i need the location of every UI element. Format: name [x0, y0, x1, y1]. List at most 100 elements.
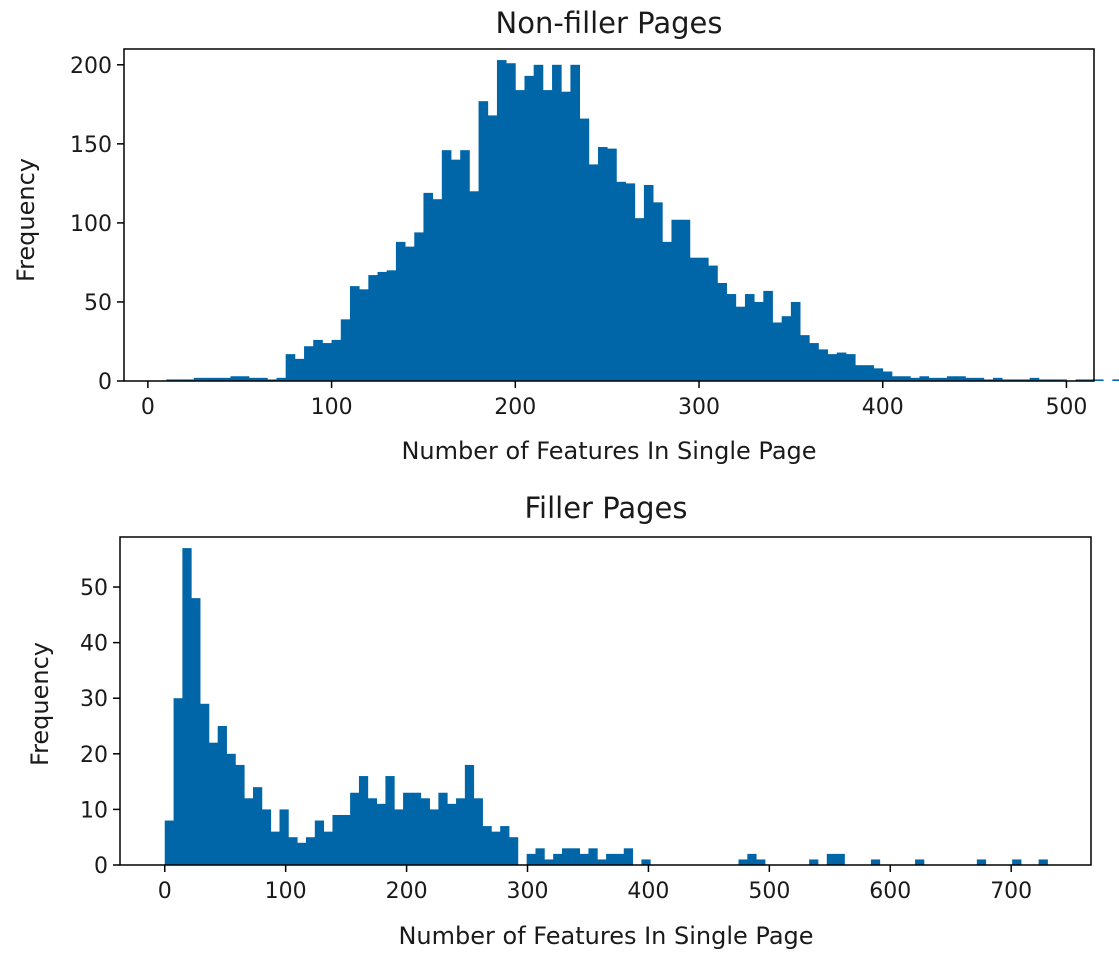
histogram-bar	[297, 842, 307, 865]
histogram-bar	[634, 218, 645, 381]
histogram-bar	[285, 354, 296, 381]
y-tick-label: 0	[98, 370, 112, 395]
histogram-bar	[244, 798, 254, 865]
histogram-bar	[579, 118, 590, 381]
histogram-bar	[438, 792, 448, 865]
histogram-bar	[395, 241, 406, 381]
y-axis-label: Frequency	[12, 158, 40, 282]
x-axis-ticks: 0 100 200 300 400 500 600 700	[158, 865, 1032, 904]
histogram-bar	[322, 343, 332, 381]
histogram-bar	[542, 90, 553, 381]
histogram-bar	[535, 848, 545, 865]
histogram-bar	[738, 859, 748, 865]
histogram-bar	[1112, 379, 1119, 381]
histogram-bar	[1002, 379, 1012, 381]
histogram-bar	[1048, 379, 1058, 381]
histogram-bar	[332, 814, 342, 865]
y-tick-label: 0	[94, 854, 108, 879]
y-tick-label: 100	[70, 212, 112, 237]
x-tick-label: 600	[869, 879, 911, 904]
histogram-bar	[680, 219, 691, 381]
histogram-bar	[870, 859, 881, 865]
y-tick-label: 50	[80, 576, 108, 601]
histogram-bar	[1094, 379, 1104, 381]
histogram-bar	[579, 853, 589, 865]
x-tick-label: 500	[748, 879, 790, 904]
histogram-bar	[992, 377, 1003, 381]
histogram-bar	[432, 199, 443, 381]
histogram-bar	[451, 159, 461, 381]
histogram-bar	[276, 377, 287, 381]
histogram-bar	[726, 294, 737, 381]
histogram-bar	[500, 826, 510, 865]
histogram-bar	[1012, 859, 1022, 865]
histogram-bar	[230, 376, 241, 381]
histogram-bar	[496, 60, 507, 381]
histogram-bar	[597, 147, 608, 381]
histogram-bar	[288, 837, 298, 865]
histogram-bar	[367, 798, 377, 865]
histogram-bar	[983, 379, 994, 381]
histogram-bar	[515, 90, 525, 381]
histogram-bar	[239, 376, 250, 381]
histogram-bar	[1038, 379, 1049, 381]
histogram-bar	[267, 379, 277, 381]
histogram-bar	[358, 776, 369, 865]
histogram-bar	[553, 853, 563, 865]
histogram-bar	[653, 202, 663, 381]
histogram-bar	[1029, 377, 1040, 381]
x-tick-label: 100	[265, 879, 307, 904]
histogram-bar	[414, 232, 424, 381]
histogram-bar	[377, 271, 388, 381]
histogram-bar	[623, 848, 633, 865]
histogram-bar	[956, 376, 966, 381]
histogram-bar	[588, 164, 599, 381]
histogram-bar	[385, 776, 395, 865]
histogram-bar	[359, 289, 369, 381]
histogram-bar	[464, 764, 475, 865]
y-axis-label: Frequency	[26, 642, 54, 766]
histogram-bar	[441, 150, 452, 381]
x-tick-label: 700	[990, 879, 1032, 904]
histogram-bar	[487, 115, 498, 382]
histogram-bar	[662, 241, 672, 381]
y-axis-ticks: 0 10 20 30 40 50	[80, 576, 120, 879]
histogram-bar	[340, 319, 351, 381]
x-tick-label: 200	[386, 879, 428, 904]
histogram-bar	[304, 346, 314, 381]
histogram-bar	[845, 354, 856, 381]
histogram-bar	[717, 282, 727, 381]
histogram-bar	[809, 859, 819, 865]
histogram-bars	[164, 548, 1048, 865]
histogram-bar	[671, 219, 682, 381]
x-tick-label: 400	[862, 395, 904, 420]
histogram-bar	[200, 703, 210, 865]
histogram-bar	[166, 379, 176, 381]
subplot-filler: Filler Pages 0 100 200 300 400 500 600 700 0 10 2…	[26, 491, 1092, 950]
histogram-bar	[836, 352, 847, 381]
histogram-bar	[411, 792, 422, 865]
histogram-bar	[217, 726, 227, 865]
histogram-bar	[473, 798, 483, 865]
histogram-bar	[323, 831, 333, 865]
histogram-bar	[349, 286, 360, 381]
histogram-bar	[826, 853, 837, 865]
histogram-bar	[420, 798, 430, 865]
x-tick-label: 200	[494, 395, 536, 420]
x-tick-label: 500	[1045, 395, 1087, 420]
histogram-bar	[447, 803, 457, 865]
axes-frame	[123, 48, 1095, 382]
histogram-bar	[258, 377, 268, 381]
histogram-bar	[212, 377, 222, 381]
histogram-bar	[937, 377, 948, 381]
x-axis-label: Number of Features In Single Page	[401, 437, 816, 465]
histogram-bar	[221, 377, 231, 381]
histogram-bar	[1038, 859, 1048, 865]
histogram-bar	[469, 191, 479, 381]
histogram-bar	[882, 371, 893, 381]
histogram-bar	[976, 859, 987, 865]
histogram-bar	[405, 246, 415, 381]
histogram-bar	[614, 853, 625, 865]
